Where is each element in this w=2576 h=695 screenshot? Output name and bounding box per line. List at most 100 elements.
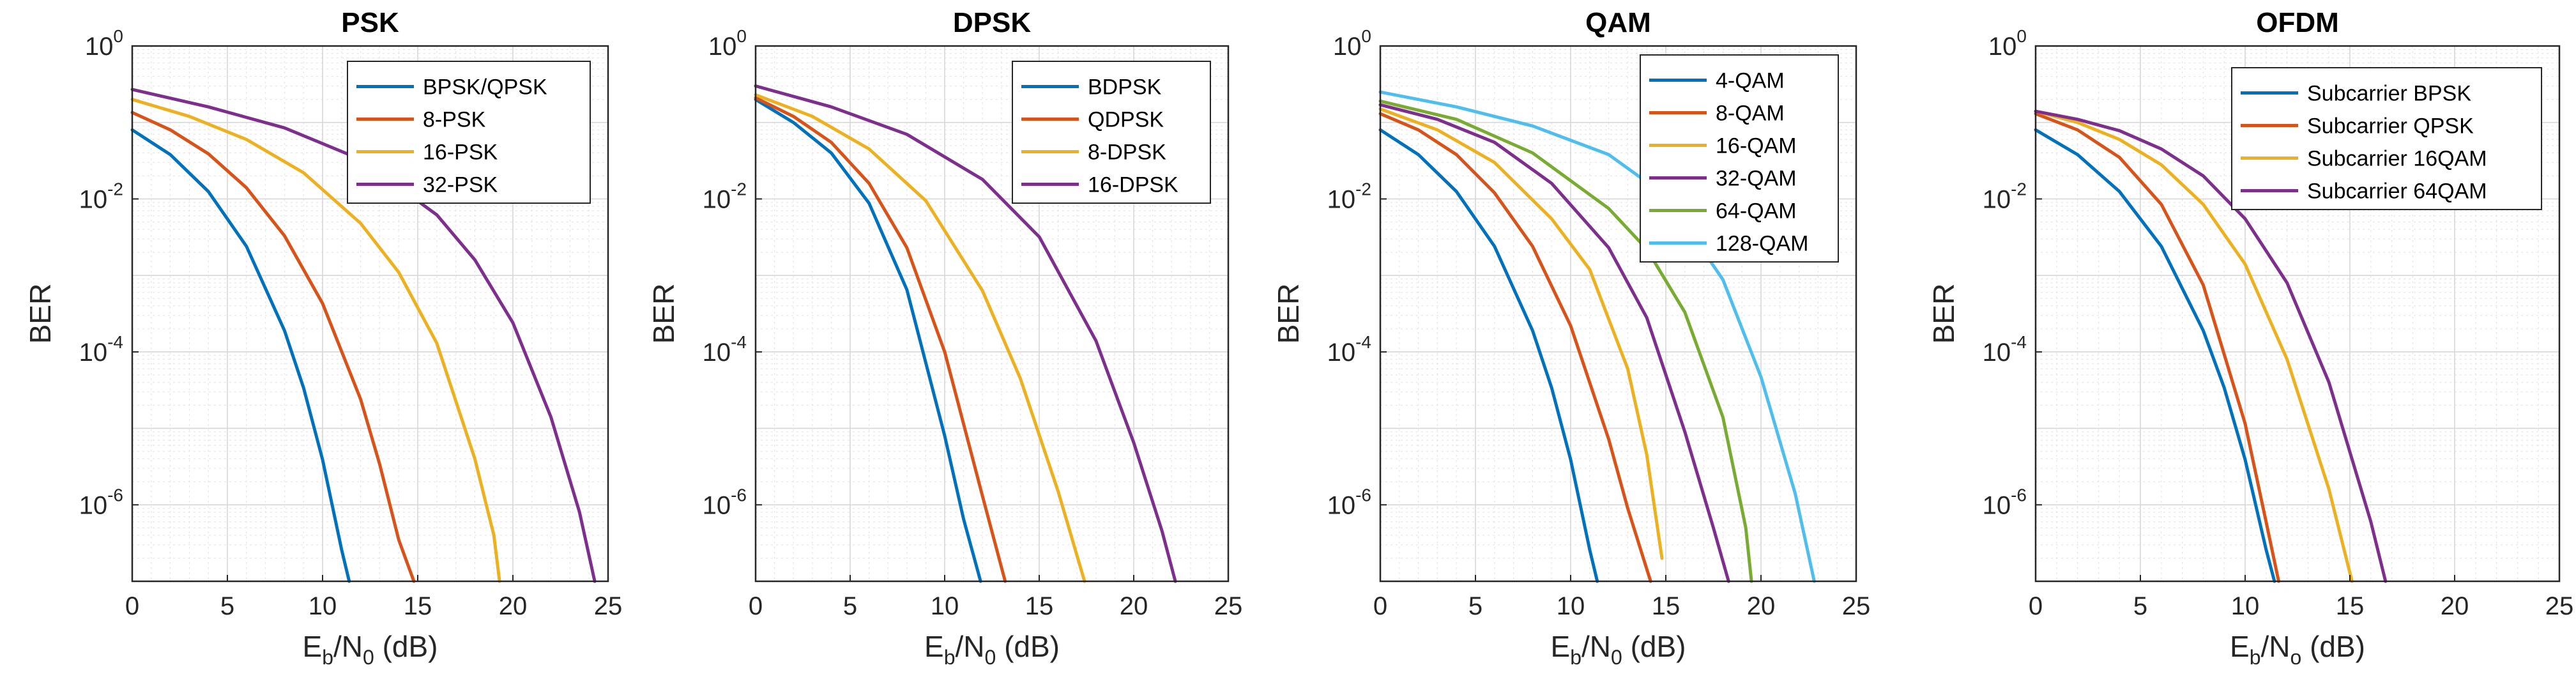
legend-entry-64-qam: 64-QAM — [1716, 199, 1797, 224]
series-line-8-dpsk — [754, 93, 1086, 583]
series-line-16-qam — [1378, 107, 1664, 560]
legend-entry-subcarrier-bpsk: Subcarrier BPSK — [2307, 82, 2471, 106]
series-line-16-dpsk — [754, 84, 1177, 583]
y-tick-label: 10-6 — [1327, 485, 1371, 519]
series-line-bdpsk — [754, 98, 982, 583]
y-tick-label: 10-2 — [1983, 179, 2027, 213]
x-tick-label: 5 — [2133, 592, 2147, 620]
series-line-4-qam — [1378, 128, 1599, 583]
chart-panel-dpsk: 0 5 10 15 20 25 100 10-2 10-4 10-6 DPSK BER Eb/N0 (d… — [647, 7, 1242, 669]
series-line-subcarrier-bpsk — [2034, 128, 2276, 583]
y-tick-label: 100 — [1988, 26, 2027, 61]
x-tick-label: 0 — [749, 592, 763, 620]
x-tick-label: 10 — [2231, 592, 2260, 620]
legend-entry-16-psk: 16-PSK — [423, 141, 498, 165]
series-line-subcarrier-qpsk — [2034, 112, 2280, 583]
y-axis-label: BER — [1272, 284, 1305, 344]
legend-entry-bdpsk: BDPSK — [1088, 75, 1162, 100]
y-axis-label: BER — [1927, 284, 1960, 344]
legend-entry-4-qam: 4-QAM — [1716, 69, 1785, 93]
x-tick-label: 10 — [1557, 592, 1585, 620]
legend-entry-bpsk-qpsk: BPSK/QPSK — [423, 75, 547, 100]
legend-box — [1640, 54, 1839, 263]
x-tick-label: 20 — [1747, 592, 1776, 620]
axes-box — [1379, 45, 1857, 583]
x-tick-label: 0 — [2029, 592, 2043, 620]
legend-entry-128-qam: 128-QAM — [1716, 232, 1809, 256]
legend[interactable]: Subcarrier BPSK Subcarrier QPSK Subcarrier… — [2231, 67, 2542, 210]
y-tick-label: 10-6 — [703, 485, 747, 519]
legend-entry-8-psk: 8-PSK — [423, 108, 486, 132]
x-axis-label: Eb/N0 (dB) — [1551, 630, 1686, 669]
series-line-subcarrier-64qam — [2034, 109, 2388, 583]
legend-entry-16-qam: 16-QAM — [1716, 134, 1797, 158]
legend-entry-8-dpsk: 8-DPSK — [1088, 141, 1166, 165]
legend-entry-subcarrier-qpsk: Subcarrier QPSK — [2307, 114, 2474, 139]
x-tick-label: 25 — [1842, 592, 1871, 620]
chart-title: DPSK — [953, 7, 1031, 38]
y-tick-label: 10-6 — [1983, 485, 2027, 519]
y-tick-label: 10-4 — [703, 332, 747, 367]
x-tick-label: 0 — [1373, 592, 1387, 620]
series-line-bpsk-qpsk — [130, 128, 351, 583]
y-tick-label: 100 — [85, 26, 123, 61]
x-tick-label: 20 — [1120, 592, 1148, 620]
y-axis-label: BER — [24, 284, 57, 344]
legend-entry-32-qam: 32-QAM — [1716, 167, 1797, 191]
x-tick-label: 15 — [1025, 592, 1054, 620]
y-tick-label: 10-2 — [703, 179, 747, 213]
y-tick-label: 10-4 — [1983, 332, 2027, 367]
legend-entry-qdpsk: QDPSK — [1088, 108, 1164, 132]
legend[interactable]: BPSK/QPSK 8-PSK 16-PSK 32-PSK — [347, 61, 591, 204]
chart-panel-ofdm: 0 5 10 15 20 25 100 10-2 10-4 10-6 OFDM BER Eb/No (d… — [1927, 7, 2573, 669]
x-tick-label: 10 — [309, 592, 337, 620]
y-tick-label: 10-6 — [79, 485, 123, 519]
series-line-32-qam — [1378, 103, 1730, 583]
x-axis-label: Eb/N0 (dB) — [924, 630, 1060, 669]
legend[interactable]: BDPSK QDPSK 8-DPSK 16-DPSK — [1012, 61, 1211, 204]
y-tick-label: 100 — [1333, 26, 1371, 61]
x-tick-label: 15 — [1652, 592, 1680, 620]
legend[interactable]: 4-QAM 8-QAM 16-QAM 32-QAM 64-QAM 128-QAM — [1640, 54, 1839, 263]
chart-panel-psk: 0 5 10 15 20 25 100 10-2 10-4 10-6 PSK BER Eb/N0 (dB… — [24, 7, 622, 669]
chart-title: OFDM — [2256, 7, 2339, 38]
series-line-16-psk — [130, 98, 501, 583]
series-line-8-psk — [130, 111, 416, 583]
x-tick-label: 10 — [931, 592, 959, 620]
legend-entry-16-dpsk: 16-DPSK — [1088, 173, 1178, 197]
x-axis-label: Eb/N0 (dB) — [303, 630, 438, 669]
x-tick-label: 20 — [499, 592, 528, 620]
y-axis-label: BER — [647, 284, 680, 344]
legend-entry-subcarrier-64qam: Subcarrier 64QAM — [2307, 179, 2487, 204]
chart-title: PSK — [341, 7, 399, 38]
y-tick-label: 10-4 — [79, 332, 123, 367]
y-tick-label: 100 — [708, 26, 747, 61]
legend-entry-32-psk: 32-PSK — [423, 173, 498, 197]
chart-title: QAM — [1585, 7, 1651, 38]
x-tick-label: 25 — [594, 592, 623, 620]
y-tick-label: 10-4 — [1327, 332, 1371, 367]
x-tick-label: 5 — [220, 592, 234, 620]
axes-box — [131, 45, 609, 583]
x-tick-label: 0 — [125, 592, 139, 620]
x-tick-label: 25 — [1214, 592, 1243, 620]
axes-box — [754, 45, 1230, 583]
series-line-qdpsk — [754, 96, 1007, 583]
x-tick-label: 20 — [2441, 592, 2469, 620]
y-tick-label: 10-2 — [79, 179, 123, 213]
series-line-8-qam — [1378, 112, 1652, 583]
x-axis-label: Eb/No (dB) — [2230, 630, 2365, 669]
x-tick-label: 15 — [404, 592, 432, 620]
chart-panel-qam: 0 5 10 15 20 25 100 10-2 10-4 10-6 QAM BER Eb/N0 (dB… — [1272, 7, 1870, 669]
x-tick-label: 15 — [2336, 592, 2365, 620]
x-tick-label: 25 — [2545, 592, 2574, 620]
x-tick-label: 5 — [1468, 592, 1482, 620]
x-tick-label: 5 — [843, 592, 857, 620]
axes-box — [2034, 45, 2561, 583]
legend-entry-8-qam: 8-QAM — [1716, 102, 1785, 126]
series-line-32-psk — [130, 88, 597, 583]
y-tick-label: 10-2 — [1327, 179, 1371, 213]
legend-entry-subcarrier-16qam: Subcarrier 16QAM — [2307, 147, 2487, 171]
series-line-subcarrier-16qam — [2034, 109, 2354, 583]
